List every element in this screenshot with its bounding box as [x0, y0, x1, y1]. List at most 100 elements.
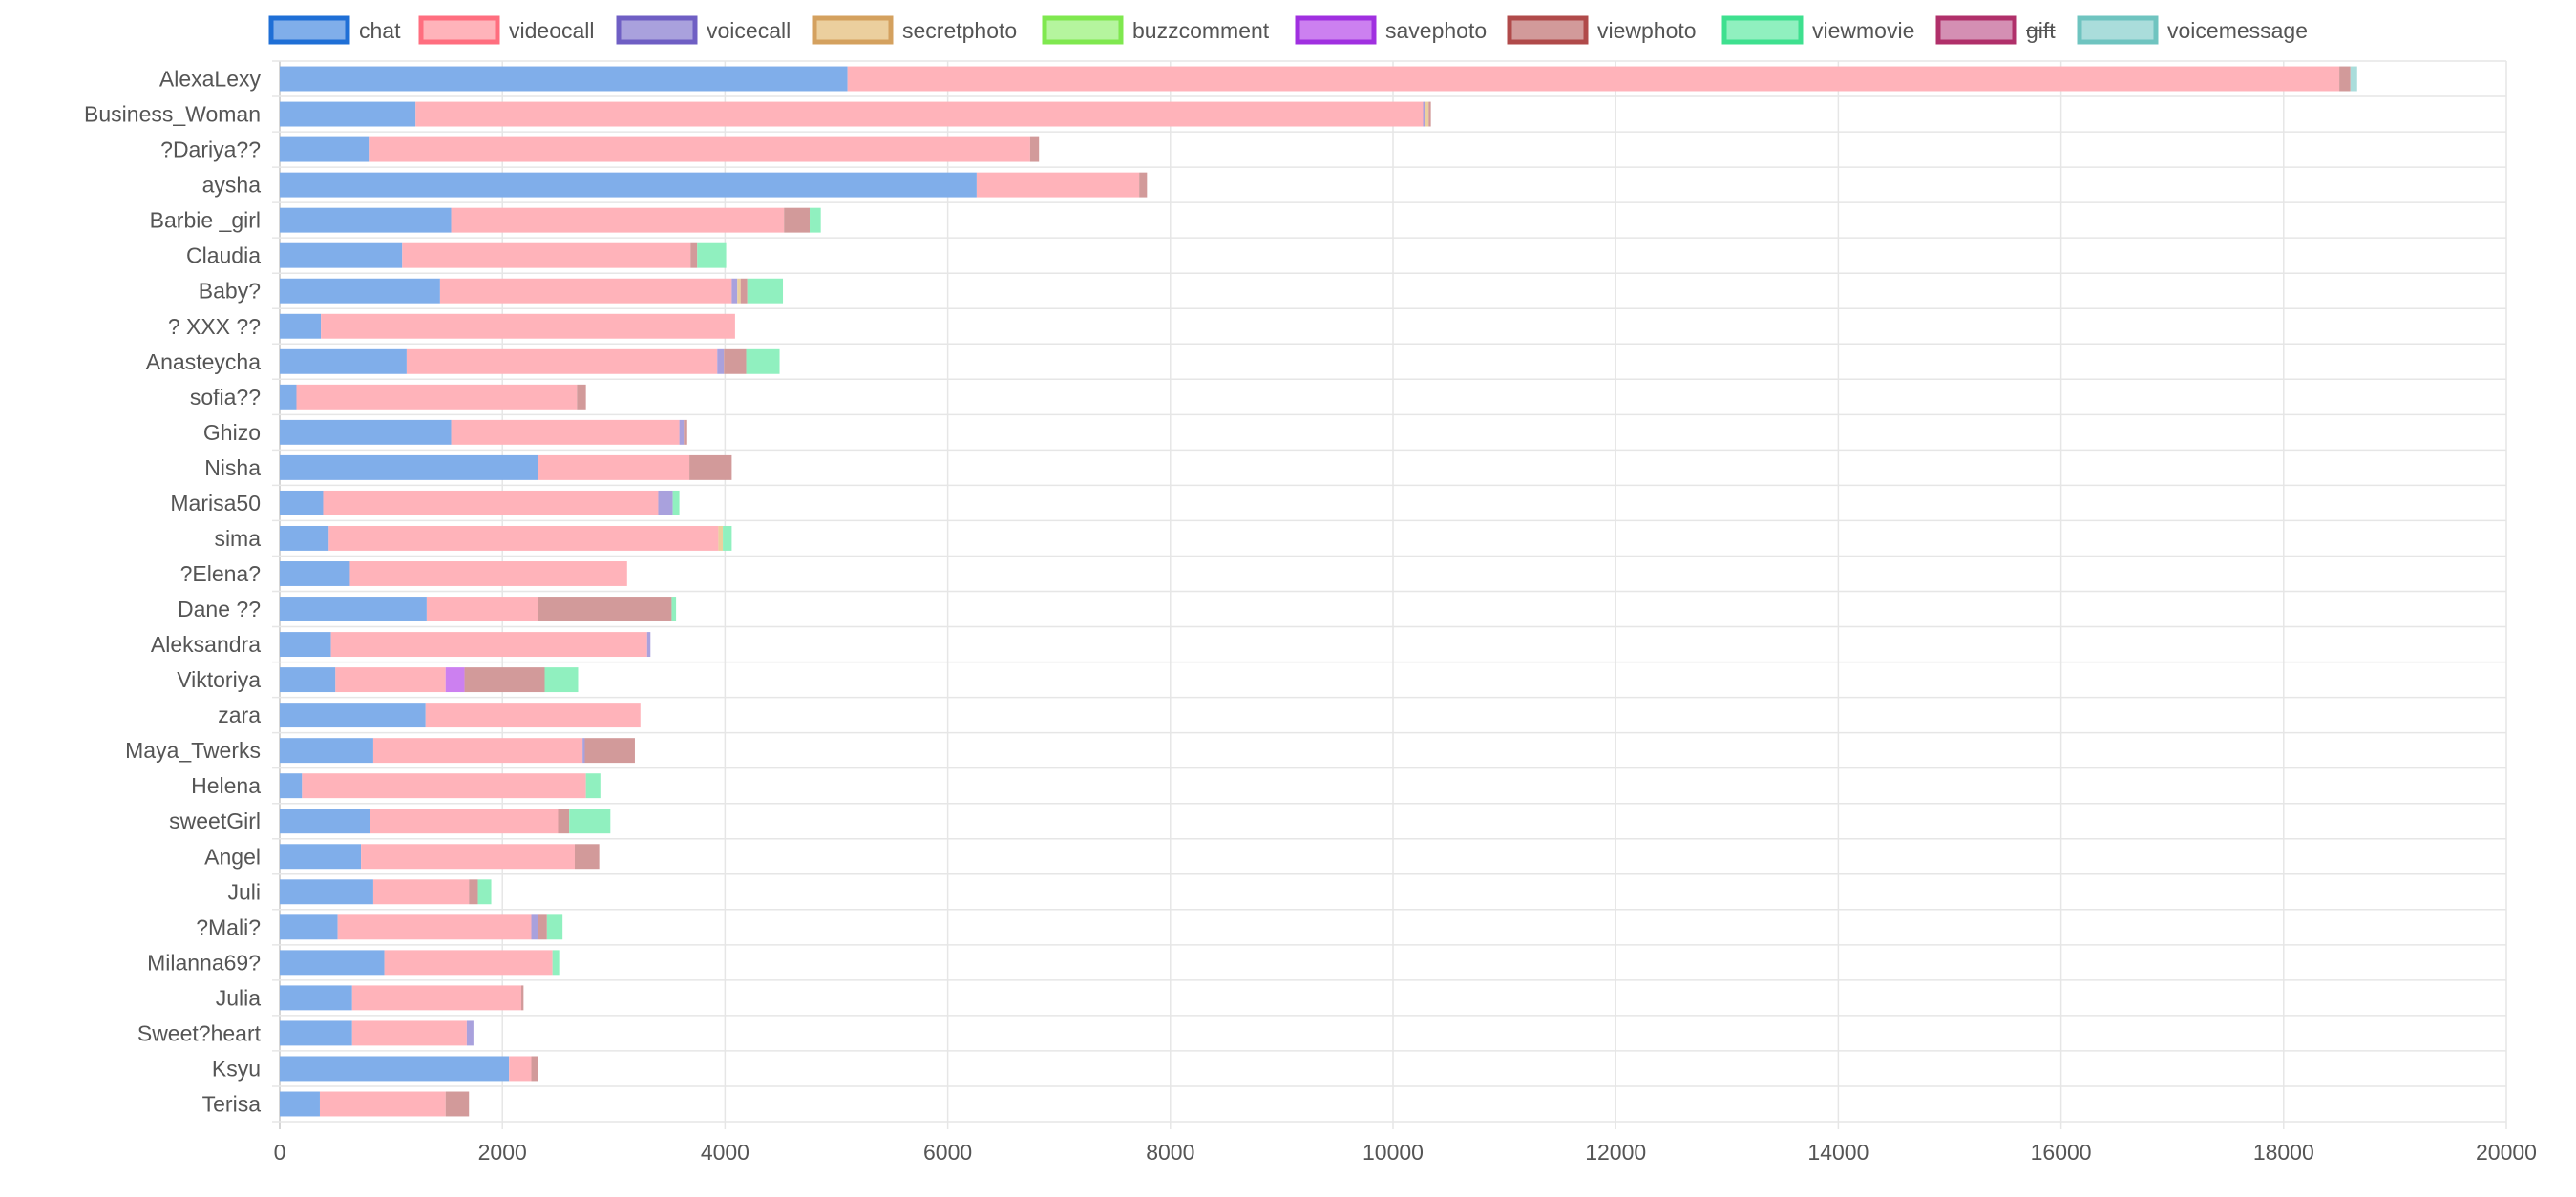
bar-viewphoto-11[interactable] [689, 454, 732, 480]
bar-videocall-12[interactable] [323, 490, 659, 515]
bar-viewmovie-20[interactable] [585, 773, 601, 799]
bar-secretphoto-13[interactable] [718, 525, 724, 551]
bar-videocall-0[interactable] [847, 66, 2340, 92]
bar-viewmovie-23[interactable] [477, 879, 492, 905]
bar-voicecall-8[interactable] [717, 348, 725, 374]
bar-viewmovie-24[interactable] [546, 914, 563, 940]
bar-videocall-26[interactable] [351, 985, 522, 1011]
bar-viewphoto-8[interactable] [724, 348, 747, 374]
bar-viewmovie-8[interactable] [746, 348, 780, 374]
bar-videocall-4[interactable] [451, 207, 785, 233]
bar-viewphoto-29[interactable] [445, 1091, 470, 1117]
bar-viewphoto-21[interactable] [558, 808, 570, 834]
bar-viewphoto-4[interactable] [784, 207, 811, 233]
bar-videocall-22[interactable] [361, 844, 575, 870]
legend-item-chat[interactable]: chat [268, 15, 401, 45]
bar-chat-0[interactable] [280, 66, 848, 92]
bar-chat-19[interactable] [280, 738, 373, 764]
bar-chat-18[interactable] [280, 703, 426, 728]
bar-videocall-3[interactable] [976, 172, 1140, 198]
bar-voicecall-19[interactable] [582, 738, 585, 764]
bar-chat-25[interactable] [280, 950, 385, 976]
bar-voicemessage-0[interactable] [2350, 66, 2357, 92]
legend-item-viewmovie[interactable]: viewmovie [1721, 15, 1914, 45]
bar-viewmovie-5[interactable] [697, 242, 727, 268]
bar-viewphoto-10[interactable] [684, 419, 687, 445]
bar-chat-10[interactable] [280, 419, 452, 445]
bar-videocall-6[interactable] [439, 278, 732, 304]
legend-item-voicecall[interactable]: voicecall [616, 15, 791, 45]
bar-videocall-27[interactable] [351, 1020, 467, 1046]
bar-viewphoto-9[interactable] [577, 384, 586, 410]
bar-chat-13[interactable] [280, 525, 329, 551]
bar-chat-15[interactable] [280, 597, 427, 621]
bar-videocall-29[interactable] [319, 1091, 446, 1117]
bar-viewmovie-12[interactable] [672, 490, 680, 515]
bar-videocall-28[interactable] [509, 1056, 532, 1082]
bar-viewmovie-4[interactable] [810, 207, 821, 233]
bar-videocall-20[interactable] [302, 773, 586, 799]
bar-videocall-19[interactable] [372, 738, 583, 764]
bar-viewphoto-6[interactable] [740, 278, 748, 304]
bar-viewphoto-19[interactable] [584, 738, 635, 764]
bar-chat-3[interactable] [280, 172, 977, 198]
bar-chat-14[interactable] [280, 561, 350, 586]
bar-voicecall-10[interactable] [679, 419, 685, 445]
bar-videocall-2[interactable] [369, 136, 1030, 162]
bar-videocall-14[interactable] [349, 561, 627, 586]
bar-viewphoto-15[interactable] [538, 597, 672, 621]
bar-secretphoto-6[interactable] [737, 278, 741, 304]
bar-chat-7[interactable] [280, 313, 322, 339]
bar-chat-11[interactable] [280, 454, 538, 480]
bar-chat-5[interactable] [280, 242, 403, 268]
bar-savephoto-17[interactable] [445, 667, 465, 693]
bar-viewmovie-25[interactable] [552, 950, 560, 976]
bar-videocall-21[interactable] [370, 808, 559, 834]
bar-viewmovie-6[interactable] [747, 278, 784, 304]
bar-chat-29[interactable] [280, 1091, 320, 1117]
bar-videocall-7[interactable] [321, 313, 735, 339]
bar-videocall-15[interactable] [426, 597, 538, 621]
bar-chat-23[interactable] [280, 879, 373, 905]
bar-videocall-17[interactable] [335, 667, 446, 693]
bar-videocall-10[interactable] [451, 419, 680, 445]
bar-videocall-13[interactable] [328, 525, 719, 551]
bar-viewphoto-24[interactable] [538, 914, 547, 940]
bar-viewphoto-28[interactable] [531, 1056, 538, 1082]
bar-voicecall-16[interactable] [646, 632, 651, 658]
bar-viewmovie-21[interactable] [569, 808, 611, 834]
bar-viewphoto-1[interactable] [1428, 101, 1431, 127]
bar-chat-2[interactable] [280, 136, 370, 162]
legend-item-gift[interactable]: gift [1935, 15, 2056, 45]
legend-item-buzzcomment[interactable]: buzzcomment [1042, 15, 1270, 45]
bar-chat-27[interactable] [280, 1020, 352, 1046]
bar-viewphoto-2[interactable] [1029, 136, 1040, 162]
bar-voicecall-1[interactable] [1423, 101, 1425, 127]
bar-videocall-1[interactable] [415, 101, 1424, 127]
bar-viewmovie-15[interactable] [671, 597, 677, 621]
bar-chat-4[interactable] [280, 207, 452, 233]
bar-videocall-16[interactable] [330, 632, 647, 658]
bar-viewphoto-22[interactable] [574, 844, 600, 870]
bar-chat-12[interactable] [280, 490, 324, 515]
legend-item-savephoto[interactable]: savephoto [1295, 15, 1487, 45]
bar-chat-21[interactable] [280, 808, 370, 834]
bar-chat-26[interactable] [280, 985, 352, 1011]
bar-chat-17[interactable] [280, 667, 336, 693]
bar-viewphoto-0[interactable] [2339, 66, 2351, 92]
bar-secretphoto-1[interactable] [1425, 101, 1429, 127]
bar-chat-22[interactable] [280, 844, 362, 870]
bar-chat-24[interactable] [280, 914, 338, 940]
bar-voicecall-27[interactable] [466, 1020, 474, 1046]
bar-videocall-11[interactable] [538, 454, 690, 480]
bar-viewphoto-23[interactable] [469, 879, 478, 905]
bar-videocall-8[interactable] [406, 348, 718, 374]
bar-voicecall-6[interactable] [731, 278, 738, 304]
bar-viewphoto-17[interactable] [464, 667, 545, 693]
bar-chat-1[interactable] [280, 101, 416, 127]
bar-viewmovie-17[interactable] [544, 667, 579, 693]
legend-item-viewphoto[interactable]: viewphoto [1507, 15, 1697, 45]
bar-chat-8[interactable] [280, 348, 407, 374]
bar-videocall-23[interactable] [372, 879, 470, 905]
bar-viewmovie-13[interactable] [723, 525, 732, 551]
